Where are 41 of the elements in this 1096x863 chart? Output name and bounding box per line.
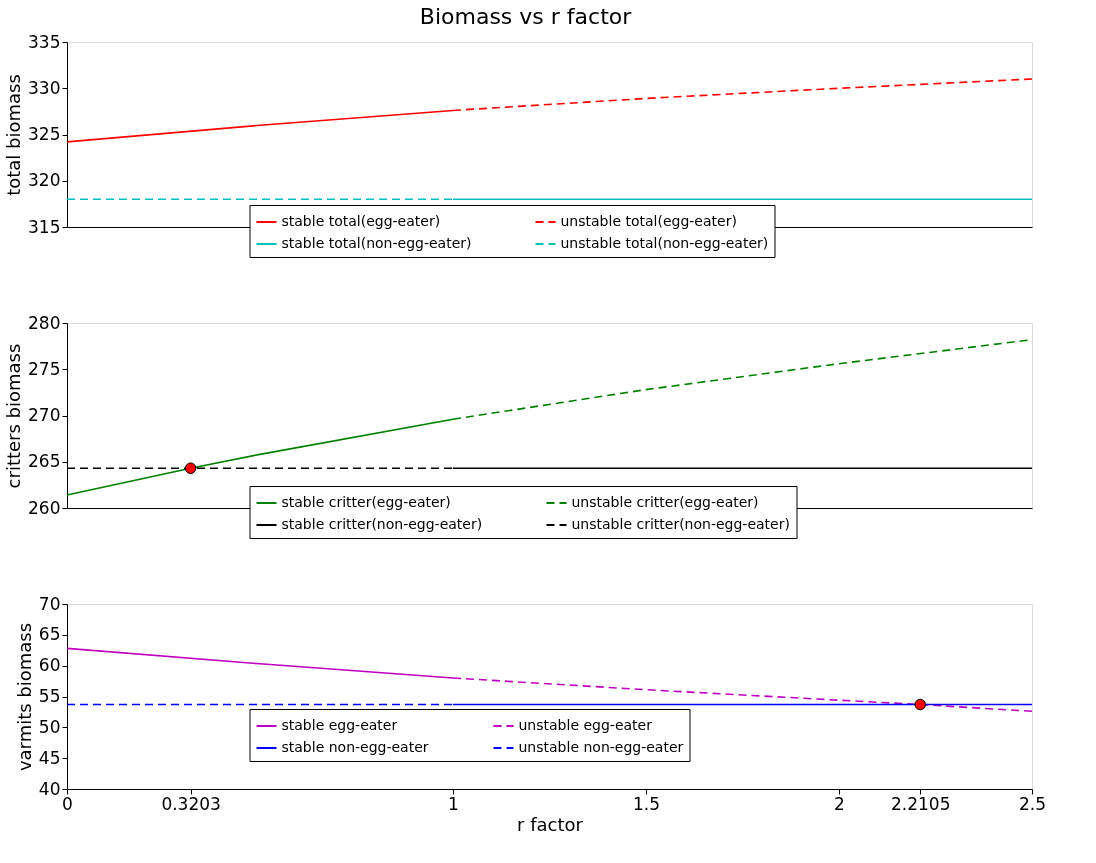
x-tick-label: 2.5 bbox=[1018, 793, 1047, 814]
legend-label: stable total(non-egg-eater) bbox=[281, 235, 472, 251]
legend-label: stable total(egg-eater) bbox=[281, 213, 441, 229]
x-axis-title: r factor bbox=[517, 813, 584, 835]
y-tick-label: 260 bbox=[28, 497, 61, 518]
y-axis-title: total biomass bbox=[3, 74, 25, 196]
y-tick-label: 40 bbox=[38, 778, 61, 799]
y-axis-title: critters biomass bbox=[3, 343, 25, 489]
y-tick-label: 60 bbox=[38, 655, 61, 676]
y-tick-label: 270 bbox=[28, 405, 61, 425]
legend-label: unstable total(egg-eater) bbox=[560, 213, 737, 229]
y-tick-label: 70 bbox=[38, 593, 61, 614]
x-tick-label: 2.2105 bbox=[891, 793, 951, 814]
y-tick-label: 315 bbox=[28, 216, 61, 237]
x-tick-label: 0.3203 bbox=[161, 793, 221, 814]
legend-label: stable critter(egg-eater) bbox=[281, 494, 451, 510]
legend-label: unstable non-egg-eater bbox=[518, 739, 684, 755]
y-tick-label: 45 bbox=[38, 747, 61, 768]
y-tick-label: 265 bbox=[28, 451, 61, 472]
y-tick-label: 330 bbox=[28, 77, 61, 98]
y-tick-label: 325 bbox=[28, 124, 61, 144]
y-tick-label: 280 bbox=[28, 312, 61, 333]
legend-label: stable non-egg-eater bbox=[281, 739, 429, 755]
y-tick-label: 335 bbox=[28, 31, 61, 52]
legend-label: stable egg-eater bbox=[281, 717, 398, 733]
y-tick-label: 275 bbox=[28, 358, 61, 379]
legend-label: unstable critter(egg-eater) bbox=[571, 494, 759, 510]
y-tick-label: 65 bbox=[38, 624, 61, 645]
y-tick-label: 55 bbox=[38, 686, 61, 706]
x-tick-label: 2 bbox=[834, 793, 845, 814]
x-tick-label: 0 bbox=[62, 793, 73, 814]
legend-label: stable critter(non-egg-eater) bbox=[281, 516, 483, 532]
y-tick-label: 320 bbox=[28, 170, 61, 191]
y-tick-label: 50 bbox=[38, 716, 61, 737]
x-tick-label: 1 bbox=[448, 793, 459, 814]
legend-label: unstable egg-eater bbox=[518, 717, 653, 733]
y-axis-title: varmits biomass bbox=[13, 622, 35, 772]
legend-label: unstable critter(non-egg-eater) bbox=[571, 516, 790, 532]
chart-title: Biomass vs r factor bbox=[419, 3, 633, 29]
x-tick-label: 1.5 bbox=[632, 793, 661, 814]
legend-label: unstable total(non-egg-eater) bbox=[560, 235, 769, 251]
